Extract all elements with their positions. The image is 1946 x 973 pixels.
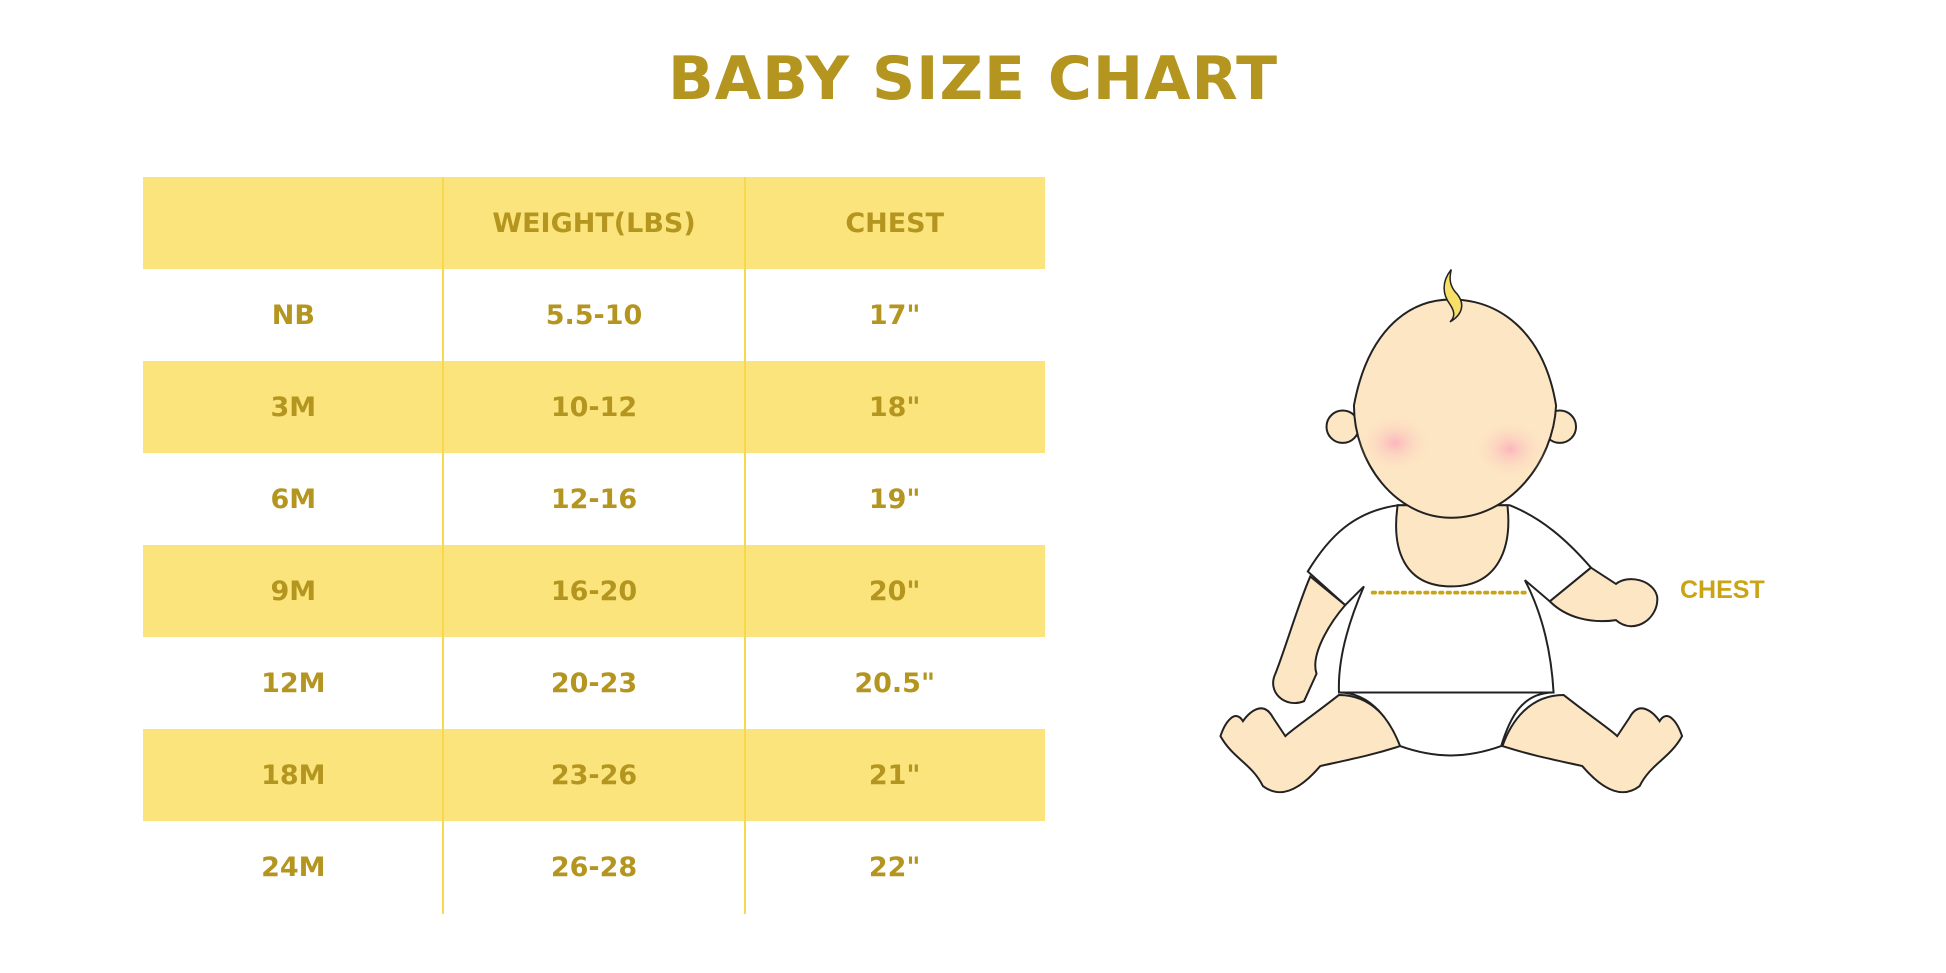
chest-cell: 20.5" [854, 667, 936, 699]
column-divider [744, 177, 746, 914]
chest-cell: 19" [868, 483, 921, 515]
chest-label: CHEST [1680, 576, 1765, 604]
head [1352, 298, 1558, 519]
header-size [143, 177, 444, 269]
onesie [1306, 504, 1593, 694]
table-header-row: WEIGHT(LBS) CHEST [143, 177, 1045, 269]
chest-cell: 17" [868, 299, 921, 331]
hair-curl [1443, 269, 1463, 323]
right-arm [1548, 566, 1659, 628]
weight-cell: 12-16 [550, 483, 638, 515]
table-row: 12M 20-23 20.5" [143, 637, 1045, 729]
baby-illustration [1219, 269, 1684, 794]
size-cell: 24M [261, 851, 326, 883]
table-row: 9M 16-20 20" [143, 545, 1045, 637]
chest-cell: 21" [868, 759, 921, 791]
column-divider [442, 177, 444, 914]
size-cell: 12M [261, 667, 326, 699]
size-table: WEIGHT(LBS) CHEST NB 5.5-10 17" 3M 10-12… [143, 177, 1045, 914]
size-cell: 18M [261, 759, 326, 791]
diaper [1338, 691, 1554, 757]
weight-cell: 20-23 [550, 667, 638, 699]
neck [1395, 504, 1510, 588]
weight-cell: 16-20 [550, 575, 638, 607]
table-row: 24M 26-28 22" [143, 821, 1045, 913]
table-row: 6M 12-16 19" [143, 453, 1045, 545]
weight-cell: 5.5-10 [545, 299, 643, 331]
size-cell: 3M [270, 391, 317, 423]
table-row: NB 5.5-10 17" [143, 269, 1045, 361]
weight-cell: 10-12 [550, 391, 638, 423]
size-cell: 9M [270, 575, 317, 607]
table-row: 18M 23-26 21" [143, 729, 1045, 821]
header-chest: CHEST [845, 207, 945, 239]
size-cell: NB [271, 299, 315, 331]
chest-cell: 18" [868, 391, 921, 423]
weight-cell: 23-26 [550, 759, 638, 791]
header-weight: WEIGHT(LBS) [492, 207, 696, 239]
page-title: BABY SIZE CHART [668, 44, 1278, 114]
chest-cell: 22" [868, 851, 921, 883]
weight-cell: 26-28 [550, 851, 638, 883]
table-row: 3M 10-12 18" [143, 361, 1045, 453]
chest-cell: 20" [868, 575, 921, 607]
size-cell: 6M [270, 483, 317, 515]
left-arm [1272, 574, 1347, 704]
